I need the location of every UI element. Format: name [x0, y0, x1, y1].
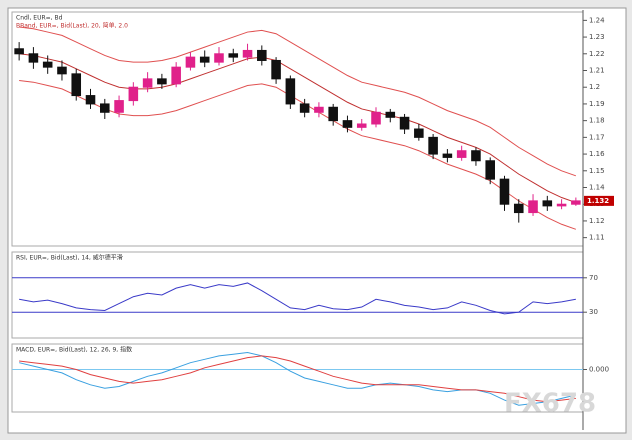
candle-body [114, 100, 124, 113]
candle-body [299, 103, 310, 113]
candle-body [442, 153, 453, 158]
line [19, 355, 576, 403]
y-tick-label: 0.000 [589, 366, 609, 374]
y-tick-label: 1.23 [589, 33, 605, 41]
candle-body [100, 103, 110, 113]
candle-body [399, 116, 410, 130]
main-panel [11, 11, 584, 247]
price-label: 1.132 [587, 197, 609, 205]
candle-body [456, 150, 467, 158]
candle-body [328, 106, 338, 122]
line [19, 80, 577, 230]
candle-body [14, 48, 24, 55]
candle-body [28, 53, 39, 63]
line [19, 351, 576, 406]
watermark: FX678 [504, 389, 596, 419]
y-tick-label: 1.17 [589, 133, 605, 141]
candle-body [356, 123, 367, 128]
candle-body [85, 95, 96, 105]
candle-body [528, 200, 538, 214]
candle-body [214, 53, 224, 63]
candle-body [485, 160, 495, 180]
y-tick-label: 1.12 [589, 217, 605, 225]
y-tick-label: 70 [589, 274, 598, 282]
candle-body [314, 106, 324, 113]
y-tick-label: 1.21 [589, 67, 605, 75]
candle-body [342, 120, 353, 128]
candle-body [499, 178, 510, 205]
main-subtitle: BBand, EUR=, Bid(Last), 20, 简单, 2.0 [16, 22, 128, 30]
line [19, 26, 577, 177]
candle-body [242, 49, 253, 58]
candle-body [228, 53, 239, 58]
candle-body [142, 78, 153, 88]
candle-body [371, 111, 381, 125]
candle-body [285, 78, 296, 105]
y-tick-label: 1.11 [589, 234, 605, 242]
candle-body [71, 73, 82, 97]
y-tick-label: 1.2 [589, 83, 600, 91]
y-tick-label: 1.24 [589, 16, 605, 24]
candle-body [128, 86, 139, 102]
candle-body [42, 61, 53, 68]
candle-body [271, 59, 281, 80]
macd-panel [11, 343, 584, 413]
candle-body [513, 203, 524, 214]
candle-body [157, 78, 167, 85]
candle-body [428, 136, 438, 155]
rsi-panel [11, 251, 584, 339]
y-tick-label: 1.16 [589, 150, 605, 158]
candle-body [57, 66, 67, 75]
main-title: Cndl, EUR=, Bd [16, 15, 63, 22]
y-tick-label: 1.19 [589, 100, 605, 108]
y-tick-label: 1.14 [589, 184, 605, 192]
candle-body [385, 111, 396, 118]
line [19, 53, 577, 204]
candle-body [556, 203, 567, 207]
candle-body [257, 49, 267, 61]
candle-body [571, 200, 581, 205]
candle-body [185, 56, 196, 68]
candle-body [199, 56, 210, 63]
y-tick-label: 1.22 [589, 50, 605, 58]
line [19, 282, 576, 315]
candle-body [471, 150, 481, 162]
candle-body [414, 128, 424, 138]
rsi-title: RSI, EUR=, Bid(Last), 14, 威尔德平滑 [16, 254, 123, 262]
y-tick-label: 1.18 [589, 117, 605, 125]
y-tick-label: 30 [589, 308, 598, 316]
y-tick-label: 1.15 [589, 167, 605, 175]
price-box [584, 195, 614, 206]
candle-body [171, 66, 181, 85]
macd-title: MACD, EUR=, Bid(Last), 12, 26, 9, 指数 [16, 346, 132, 354]
candle-body [542, 200, 553, 207]
